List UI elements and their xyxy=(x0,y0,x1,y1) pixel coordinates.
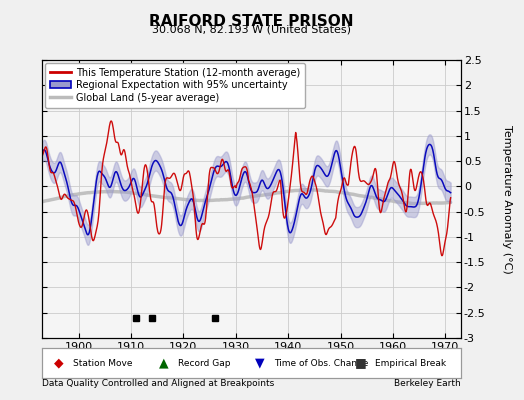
Legend: This Temperature Station (12-month average), Regional Expectation with 95% uncer: This Temperature Station (12-month avera… xyxy=(45,63,305,108)
Text: Empirical Break: Empirical Break xyxy=(375,358,446,368)
Text: 30.068 N, 82.193 W (United States): 30.068 N, 82.193 W (United States) xyxy=(152,24,351,34)
Text: RAIFORD STATE PRISON: RAIFORD STATE PRISON xyxy=(149,14,354,29)
Text: ▲: ▲ xyxy=(159,356,168,370)
Text: Time of Obs. Change: Time of Obs. Change xyxy=(275,358,369,368)
Text: Station Move: Station Move xyxy=(73,358,133,368)
Text: ◆: ◆ xyxy=(54,356,63,370)
Text: ■: ■ xyxy=(355,356,366,370)
Text: Data Quality Controlled and Aligned at Breakpoints: Data Quality Controlled and Aligned at B… xyxy=(42,379,274,388)
Text: Berkeley Earth: Berkeley Earth xyxy=(395,379,461,388)
Y-axis label: Temperature Anomaly (°C): Temperature Anomaly (°C) xyxy=(503,125,512,273)
Text: Record Gap: Record Gap xyxy=(178,358,231,368)
Text: ▼: ▼ xyxy=(255,356,265,370)
